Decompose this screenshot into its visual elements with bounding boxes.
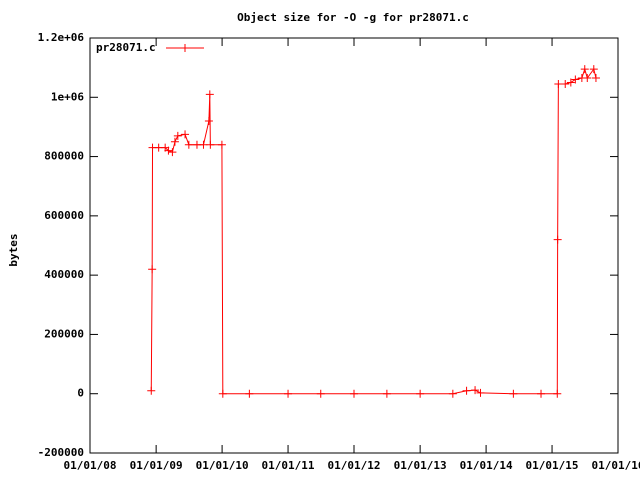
point-marker [148,265,157,274]
point-marker [206,140,215,149]
x-tick-label: 01/01/08 [64,459,117,472]
y-tick-label: -200000 [38,446,84,459]
x-tick-label: 01/01/12 [328,459,381,472]
point-marker [218,389,227,398]
point-marker [553,235,562,244]
y-axis-label: bytes [7,233,20,266]
x-tick-label: 01/01/10 [196,459,249,472]
point-marker [476,388,485,397]
point-marker [199,140,208,149]
point-marker [416,389,425,398]
point-marker [164,146,173,155]
point-marker [181,130,190,139]
point-marker [561,79,570,88]
y-tick-label: 600000 [44,209,84,222]
point-marker [583,74,592,83]
point-marker [448,389,457,398]
point-marker [580,65,589,74]
x-tick-label: 01/01/14 [460,459,513,472]
point-marker [566,78,575,87]
y-tick-label: 1.2e+06 [38,31,85,44]
y-tick-label: 1e+06 [51,90,84,103]
y-tick-label: 800000 [44,150,84,163]
point-marker [571,75,580,84]
x-tick-label: 01/01/15 [526,459,579,472]
point-marker [170,137,179,146]
x-tick-label: 01/01/09 [130,459,183,472]
point-marker [316,389,325,398]
point-marker [173,131,182,140]
point-marker [205,90,214,99]
x-tick-label: 01/01/13 [394,459,447,472]
point-marker [184,140,193,149]
legend-label: pr28071.c [96,41,156,54]
legend-swatch-marker [181,44,189,52]
y-tick-label: 200000 [44,327,84,340]
point-marker [245,389,254,398]
point-marker [553,389,562,398]
chart-title: Object size for -O -g for pr28071.c [237,11,469,24]
point-marker [589,65,598,74]
point-marker [382,389,391,398]
point-marker [350,389,358,398]
y-tick-label: 400000 [44,268,84,281]
point-marker [217,140,226,149]
data-line [150,67,597,395]
point-marker [537,389,546,398]
point-marker [509,389,518,398]
point-marker [554,79,563,88]
x-tick-label: 01/01/11 [262,459,315,472]
point-marker [284,389,293,398]
point-marker [471,386,480,395]
y-tick-label: 0 [77,387,84,400]
point-marker [591,74,600,83]
x-tick-label: 01/01/16 [592,459,640,472]
point-marker [204,117,213,125]
point-marker [462,386,471,395]
point-marker [147,386,156,395]
point-marker [168,148,177,157]
